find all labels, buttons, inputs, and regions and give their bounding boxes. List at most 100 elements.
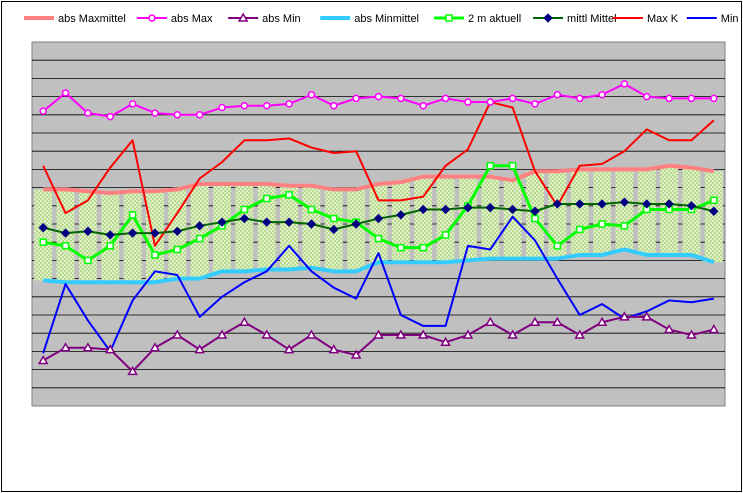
abs-min-point — [37, 354, 49, 365]
abs-min-point — [194, 344, 205, 354]
mittl-mittel-point — [463, 202, 473, 213]
legend-label: abs Minmittel — [354, 13, 419, 25]
abs-min-point — [104, 344, 116, 354]
legend-label: Max K — [647, 13, 679, 25]
range-band-column — [436, 176, 455, 263]
mittl-mittel-point — [418, 204, 428, 215]
range-band-column — [347, 189, 366, 272]
series-abs-maxmittel — [43, 163, 715, 196]
mittl-mittel-point — [619, 197, 630, 207]
abs-max-point — [374, 92, 383, 101]
series-abs-min — [37, 311, 720, 376]
abs-max-point — [39, 107, 47, 115]
series-max-k — [42, 101, 715, 247]
abs-min-point — [440, 336, 451, 347]
abs-max-point — [710, 94, 718, 103]
abs-max-point — [173, 111, 182, 119]
legend-item-min-k: Min K — [686, 13, 741, 25]
mittl-mittel-point — [217, 217, 227, 227]
abs-max-point — [464, 98, 472, 106]
abs-max-point — [598, 91, 606, 99]
range-band-column — [190, 183, 209, 279]
mittl-mittel-point — [194, 221, 205, 231]
legend-item-abs-max: abs Max — [136, 13, 213, 25]
legend-item-max-k: Max K — [612, 13, 679, 25]
legend-mittl-mittel-point — [543, 13, 553, 23]
abs-max-point — [307, 91, 316, 99]
2-m-aktuell-point — [84, 256, 92, 265]
mittl-mittel-point — [507, 204, 518, 215]
abs-min-point — [663, 324, 675, 334]
abs-max-point — [397, 94, 405, 103]
abs-min-point — [149, 342, 161, 352]
mittl-mittel-point — [239, 213, 250, 224]
range-band-column — [34, 189, 53, 281]
2-m-aktuell-point — [508, 162, 517, 170]
min-k-line — [42, 215, 714, 354]
abs-min-point — [261, 329, 273, 339]
2-m-aktuell-point — [620, 222, 629, 230]
mittl-mittel-point — [642, 199, 652, 209]
abs-max-point — [643, 92, 651, 101]
abs-max-point — [262, 101, 271, 110]
mittl-mittel-point — [485, 202, 495, 213]
2-m-aktuell-point — [531, 214, 539, 223]
abs-min-point — [283, 344, 295, 354]
abs-min-point — [328, 344, 340, 354]
2-m-aktuell-point — [128, 211, 137, 219]
abs-max-point — [218, 103, 226, 112]
series-min-k — [42, 215, 714, 354]
2-m-aktuell-point — [240, 205, 249, 214]
mittl-mittel-point — [552, 199, 563, 209]
mittl-mittel-point — [127, 228, 138, 238]
mittl-mittel-point — [530, 206, 540, 216]
abs-min-point — [350, 349, 362, 359]
2-m-aktuell-point — [575, 225, 584, 234]
mittl-mittel-point — [396, 210, 406, 220]
abs-min-point — [574, 329, 585, 339]
legend-item-2-m-aktuell: 2 m aktuell — [434, 13, 521, 25]
range-band-column — [280, 185, 299, 270]
2-m-aktuell-point — [441, 231, 450, 239]
legend-abs-min-point — [237, 12, 249, 22]
legend-item-abs-minmittel: abs Minmittel — [320, 13, 419, 25]
series-abs-max — [39, 80, 718, 121]
abs-max-point — [106, 112, 114, 121]
legend-item-abs-min: abs Min — [228, 12, 301, 25]
abs-min-point — [172, 329, 183, 339]
abs-max-point — [486, 98, 495, 106]
legend-label: abs Max — [171, 13, 213, 25]
legend-label: mittl Mittel — [567, 13, 617, 25]
abs-min-point — [686, 329, 697, 339]
abs-max-point — [531, 100, 539, 108]
abs-max-point — [687, 94, 696, 103]
mittl-mittel-point — [172, 226, 183, 236]
range-band-column — [78, 191, 97, 283]
abs-max-point — [419, 101, 427, 110]
mittl-mittel-point — [306, 219, 317, 229]
range-band-column — [481, 176, 500, 259]
abs-min-point — [529, 316, 541, 327]
legend-label: Min K — [721, 13, 741, 25]
range-band-column — [704, 171, 723, 263]
mittl-mittel-point — [262, 217, 272, 227]
mittl-mittel-point — [440, 204, 451, 215]
mittl-mittel-point — [664, 199, 674, 209]
abs-max-point — [441, 94, 450, 103]
abs-max-point — [61, 89, 70, 97]
abs-minmittel-line — [43, 247, 715, 285]
abs-max-point — [508, 94, 517, 103]
abs-max-point — [128, 100, 137, 108]
abs-max-point — [620, 80, 629, 88]
abs-min-point — [82, 342, 94, 352]
mittl-mittel-point — [597, 199, 607, 209]
2-m-aktuell-point — [39, 238, 47, 246]
mittl-mittel-point — [574, 199, 585, 209]
2-m-aktuell-point — [285, 191, 293, 199]
mittl-mittel-point — [709, 206, 719, 216]
abs-min-point — [306, 329, 317, 339]
abs-min-point — [619, 311, 630, 321]
range-band-column — [235, 183, 254, 272]
range-band-column — [593, 169, 611, 255]
range-band-column — [548, 171, 567, 259]
